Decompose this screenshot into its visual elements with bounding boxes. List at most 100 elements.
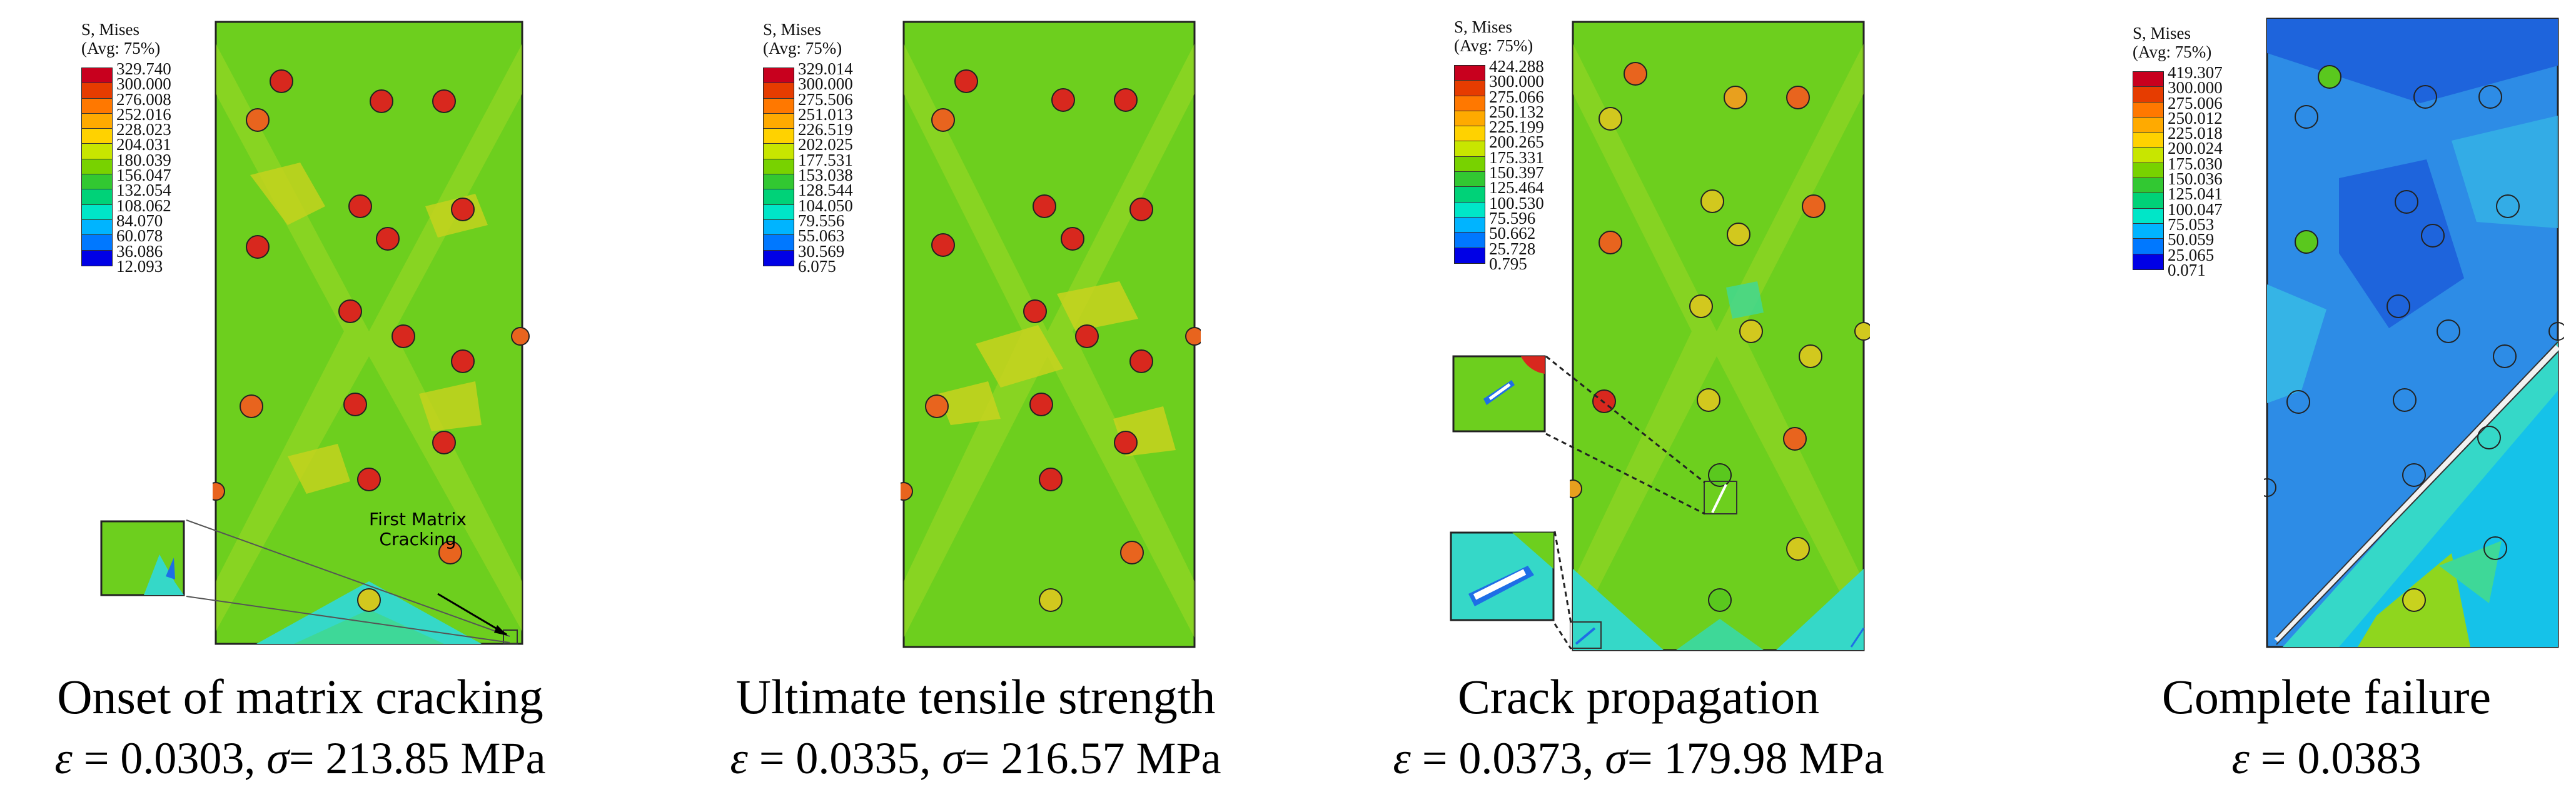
legend-value: 128.544 <box>798 181 853 200</box>
inset-low-region <box>1512 533 1553 569</box>
legend-swatch <box>82 83 112 99</box>
legend-swatch <box>2133 208 2163 224</box>
fiber <box>1075 324 1099 348</box>
fiber <box>357 588 381 612</box>
legend-swatch <box>764 144 794 159</box>
epsilon-symbol: ε <box>2231 733 2250 783</box>
sigma-symbol: σ <box>942 733 964 783</box>
crack-path <box>1575 627 1596 645</box>
inset-leader-lines <box>186 519 510 643</box>
legend-value: 300.000 <box>116 74 171 94</box>
fiber <box>511 327 530 346</box>
legend-value: 0.795 <box>1489 254 1527 273</box>
legend-swatch <box>82 250 112 266</box>
caption-failure: Complete failure ε = 0.0383 <box>2083 666 2570 788</box>
fiber <box>2286 390 2310 414</box>
legend-value: 100.530 <box>1489 193 1544 213</box>
legend-value: 200.265 <box>1489 133 1544 152</box>
crack-marker-box <box>503 629 518 644</box>
legend-swatch <box>82 189 112 205</box>
legend-value: 329.014 <box>798 59 853 78</box>
legend-title: S, Mises (Avg: 75%) <box>2133 24 2212 61</box>
sigma-symbol: σ <box>266 733 289 783</box>
legend-swatch <box>764 204 794 220</box>
legend-swatch <box>764 174 794 190</box>
fiber <box>954 69 978 93</box>
fiber <box>1599 107 1622 131</box>
epsilon-symbol: ε <box>54 733 73 783</box>
legend-value: 153.038 <box>798 166 853 185</box>
legend-failure: S, Mises (Avg: 75%) 419.307 300.000 275.00… <box>2133 24 2223 279</box>
legend-swatch <box>2133 178 2163 194</box>
fiber <box>2437 319 2460 343</box>
stress-field-uts <box>901 21 1201 648</box>
fiber <box>2477 426 2501 449</box>
legend-swatch <box>1455 187 1485 203</box>
legend-swatch <box>1455 202 1485 218</box>
stress-band <box>2267 284 2326 403</box>
legend-swatch <box>82 174 112 190</box>
fiber <box>2295 230 2318 254</box>
fiber <box>1129 349 1153 373</box>
fiber <box>925 394 949 418</box>
inset-leader-lines <box>1545 355 1705 649</box>
legend-swatch <box>1455 66 1485 81</box>
strain-text: = 0.0383 <box>2260 733 2422 783</box>
caption-uts: Ultimate tensile strength ε = 0.0335, σ=… <box>663 666 1288 788</box>
fiber <box>338 299 362 323</box>
failure-crack <box>2274 344 2560 643</box>
legend-swatch <box>2133 133 2163 148</box>
fiber <box>348 194 372 218</box>
inset-crack-mid <box>1452 355 1546 433</box>
crack-marker-box <box>1704 481 1737 514</box>
legend-value: 177.531 <box>798 150 853 169</box>
fiber <box>1114 88 1138 112</box>
legend-swatch <box>764 219 794 236</box>
fibers <box>1570 62 1870 612</box>
legend-swatch <box>1455 126 1485 142</box>
legend-labels: 329.014 300.000 275.506 251.013 226.519 202.0… <box>798 59 853 274</box>
legend-value: 419.307 <box>2168 63 2223 82</box>
legend-value: 225.199 <box>1489 118 1544 137</box>
legend-value: 150.036 <box>2168 169 2223 189</box>
legend-swatch <box>2133 72 2163 88</box>
inset-crack-onset <box>100 520 185 596</box>
legend-labels: 424.288 300.000 275.066 250.132 225.199 200.2… <box>1489 58 1544 273</box>
fiber <box>2478 85 2502 109</box>
legend-swatch <box>764 83 794 99</box>
legend-swatch <box>764 250 794 266</box>
legend-swatch <box>764 189 794 205</box>
fiber <box>2318 65 2341 89</box>
legend-value: 100.047 <box>2168 199 2223 219</box>
caption-values: ε = 0.0383 <box>2083 728 2570 788</box>
fiber <box>1854 322 1870 341</box>
legend-value: 300.000 <box>798 74 853 94</box>
fiber <box>376 227 400 251</box>
legend-crack: S, Mises (Avg: 75%) 424.288 300.000 275.06… <box>1454 18 1544 273</box>
inset-fiber-edge <box>1521 356 1545 374</box>
legend-swatch <box>2133 254 2163 269</box>
legend-colorbar <box>1454 65 1485 264</box>
legend-swatch <box>2133 193 2163 209</box>
stress-band <box>1573 44 1864 638</box>
legend-value: 329.740 <box>116 59 171 78</box>
legend-value: 75.596 <box>1489 208 1536 228</box>
legend-value: 175.331 <box>1489 148 1544 167</box>
fiber <box>432 431 456 454</box>
caption-title: Onset of matrix cracking <box>57 669 543 724</box>
fiber <box>1185 327 1201 346</box>
fiber <box>2402 463 2426 487</box>
legend-value: 125.464 <box>1489 178 1544 198</box>
fiber <box>2395 190 2418 214</box>
caption-values: ε = 0.0373, σ= 179.98 MPa <box>1326 728 1951 788</box>
legend-value: 104.050 <box>798 196 853 215</box>
legend-value: 300.000 <box>2168 78 2223 98</box>
fiber <box>1786 86 1810 109</box>
inset-crack <box>1488 383 1511 401</box>
fiber <box>901 482 913 501</box>
legend-swatch <box>82 144 112 159</box>
legend-value: 175.030 <box>2168 154 2223 173</box>
legend-colorbar <box>81 68 113 266</box>
leader-line <box>1545 433 1705 515</box>
legend-value: 225.018 <box>2168 124 2223 143</box>
